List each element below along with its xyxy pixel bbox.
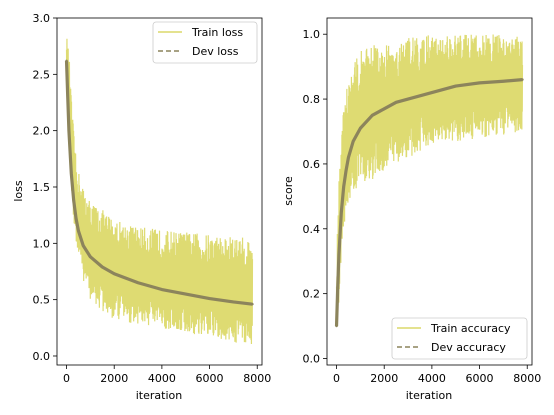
loss-dev-point (101, 265, 104, 269)
loss-y-tick-label: 0.0 (33, 350, 51, 363)
loss-series-dev-loss (64, 60, 253, 306)
loss-dev-point (67, 129, 71, 132)
loss-y-axis-label: loss (12, 180, 25, 202)
loss-y-tick-label: 3.0 (33, 12, 51, 25)
score-legend-box (391, 317, 528, 360)
score-y-tick-label: 1.0 (303, 28, 321, 41)
score-dev-point (383, 107, 386, 111)
score-plot-area (334, 34, 524, 328)
score-panel: 0 2000 4000 6000 8000 0.0 0.2 0.4 0.6 0.8 1.0 ite… (282, 17, 541, 402)
loss-dev-point (82, 244, 85, 247)
score-x-tick-label: 2000 (370, 372, 398, 385)
score-dev-point (347, 156, 350, 159)
score-dev-point (352, 140, 355, 143)
score-x-ticks: 0 2000 4000 6000 8000 (333, 365, 541, 385)
score-axes-frame (326, 17, 533, 366)
legend-label-train-accuracy: Train accuracy (430, 322, 511, 335)
score-dev-point (478, 81, 481, 85)
loss-y-tick-label: 1.0 (33, 237, 51, 250)
legend-label-dev-accuracy: Dev accuracy (431, 341, 506, 354)
loss-dev-point (77, 229, 80, 233)
loss-dev-point (74, 217, 78, 220)
loss-axes-frame (56, 17, 263, 366)
loss-dev-point (251, 302, 254, 306)
score-dev-point (394, 101, 398, 104)
loss-panel: 0 2000 4000 6000 8000 0.00.51.01.52.02.53.0 … (12, 12, 271, 402)
score-y-tick-label: 0.6 (303, 158, 321, 171)
score-series-dev-accuracy (334, 78, 523, 327)
loss-x-axis-label: iteration (136, 389, 182, 402)
score-y-tick-label: 0.0 (303, 353, 321, 366)
score-dev-point (359, 127, 362, 130)
loss-x-tick-label: 4000 (148, 372, 176, 385)
loss-dev-point (65, 59, 68, 63)
score-dev-point (335, 324, 338, 328)
score-x-tick-label: 8000 (513, 372, 541, 385)
loss-dev-point (160, 288, 164, 291)
score-dev-point (342, 185, 345, 188)
loss-y-tick-label: 2.0 (33, 125, 51, 138)
legend-label-train-loss: Train loss (191, 26, 243, 39)
loss-x-ticks: 0 2000 4000 6000 8000 (63, 365, 271, 385)
score-series-train-accuracy (335, 34, 524, 320)
loss-dev-point (124, 277, 128, 280)
loss-y-ticks: 0.0 0.5 1.0 1.5 2.0 2.5 3.0 (33, 12, 57, 363)
loss-dev-point (208, 297, 211, 300)
score-dev-point (340, 211, 343, 214)
loss-legend: Train loss Dev loss (152, 21, 258, 64)
score-dev-point (336, 285, 339, 289)
score-dev-point (502, 80, 505, 83)
score-x-tick-label: 0 (333, 372, 340, 385)
loss-y-tick-label: 0.5 (33, 294, 51, 307)
loss-dev-point (66, 95, 69, 99)
loss-dev-point (184, 292, 187, 296)
loss-x-tick-label: 2000 (100, 372, 128, 385)
score-dev-point (454, 84, 457, 88)
score-y-ticks: 0.0 0.2 0.4 0.6 0.8 1.0 (303, 28, 327, 366)
score-dev-point (521, 78, 524, 81)
loss-dev-point (113, 272, 116, 275)
score-y-tick-label: 0.4 (303, 223, 321, 236)
loss-x-tick-label: 8000 (243, 372, 271, 385)
score-x-tick-label: 4000 (418, 372, 446, 385)
loss-y-tick-label: 2.5 (33, 68, 51, 81)
loss-dev-point (232, 300, 235, 304)
score-dev-point (406, 97, 410, 101)
score-dev-point (371, 114, 374, 117)
score-y-tick-label: 0.8 (303, 93, 321, 106)
score-y-tick-label: 0.2 (303, 288, 321, 301)
loss-x-tick-label: 0 (63, 372, 70, 385)
loss-y-tick-label: 1.5 (33, 181, 51, 194)
score-x-tick-label: 6000 (466, 372, 494, 385)
loss-series-train-loss (65, 38, 254, 345)
legend-label-dev-loss: Dev loss (192, 45, 239, 58)
score-legend: Train accuracy Dev accuracy (391, 317, 528, 360)
score-dev-point (430, 91, 434, 94)
score-dev-point (344, 169, 348, 172)
loss-dev-point (136, 281, 140, 284)
score-x-axis-label: iteration (406, 389, 452, 402)
loss-x-tick-label: 6000 (196, 372, 224, 385)
loss-plot-area (64, 38, 254, 345)
loss-dev-point (72, 199, 75, 202)
score-dev-point (337, 253, 341, 256)
score-y-axis-label: score (282, 176, 295, 206)
loss-dev-point (89, 255, 92, 259)
loss-dev-point (70, 172, 73, 175)
